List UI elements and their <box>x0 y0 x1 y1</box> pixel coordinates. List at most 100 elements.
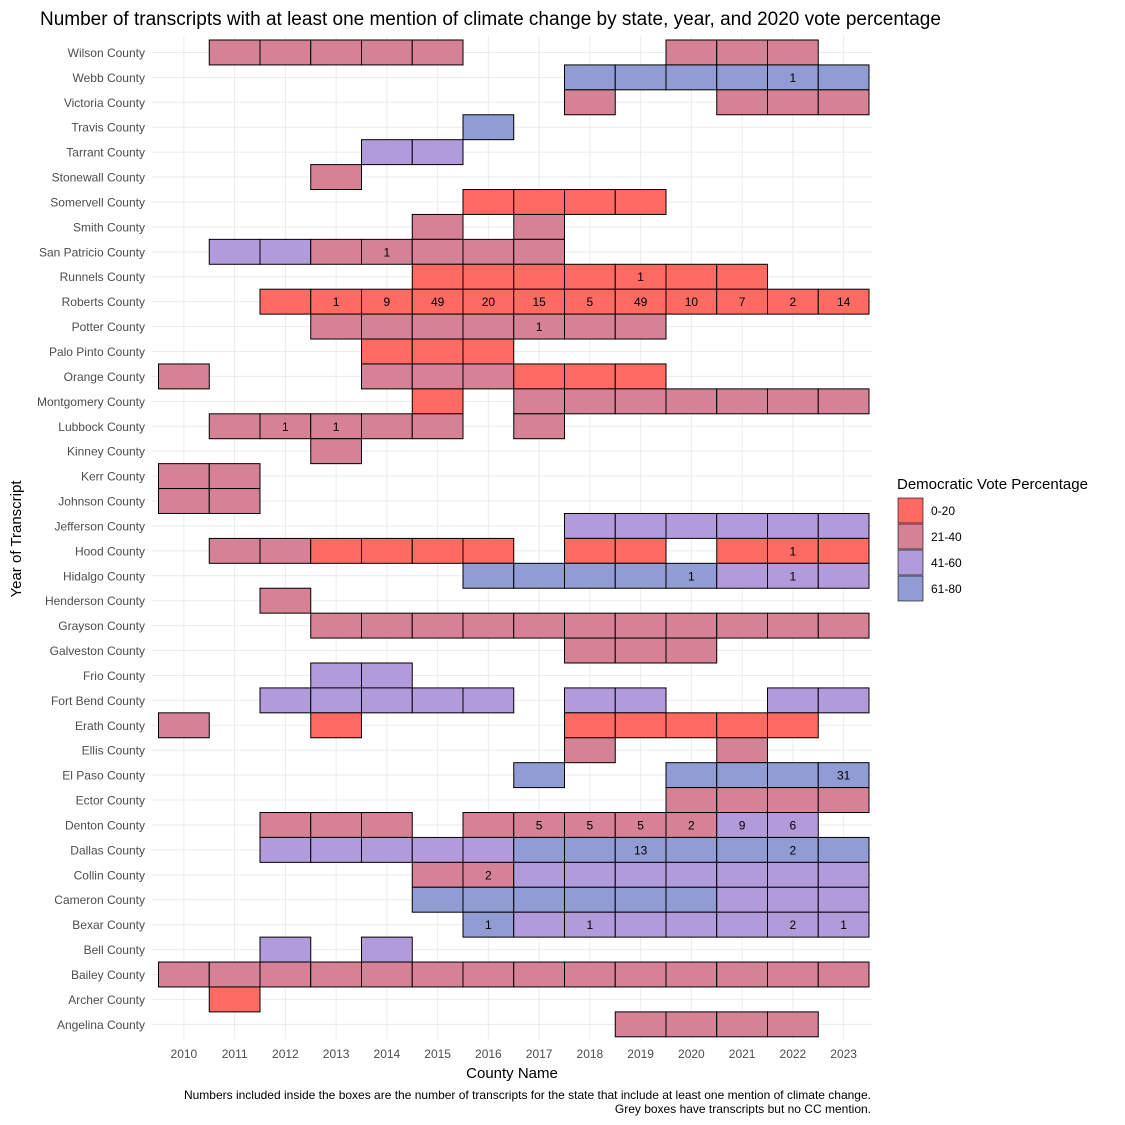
heatmap-cell <box>716 836 768 863</box>
heatmap-cell <box>564 637 616 664</box>
heatmap-cell <box>665 911 718 938</box>
heatmap-cell <box>665 263 718 290</box>
x-tick-label: 2012 <box>272 1047 299 1061</box>
heatmap-cell <box>462 537 515 564</box>
heatmap-cell <box>767 562 819 589</box>
heatmap-cells <box>158 39 870 1038</box>
heatmap-cell <box>361 936 413 963</box>
heatmap-cell <box>716 886 768 913</box>
heatmap-cell <box>716 712 768 739</box>
y-tick-label: Palo Pinto County <box>49 345 145 359</box>
y-tick-label: Wilson County <box>68 46 145 60</box>
x-tick-label: 2021 <box>729 1047 756 1061</box>
heatmap-cell <box>310 39 362 66</box>
heatmap-cell <box>259 836 312 863</box>
heatmap-cell <box>310 164 362 191</box>
heatmap-cell <box>817 612 870 639</box>
y-tick-label: Erath County <box>75 719 145 733</box>
heatmap-cell <box>767 537 819 564</box>
heatmap-cell <box>716 263 768 290</box>
heatmap-cell <box>817 961 870 988</box>
heatmap-cell <box>614 637 667 664</box>
heatmap-cell <box>614 313 667 340</box>
cell-value-label: 1 <box>840 918 847 932</box>
heatmap-cell <box>310 313 362 340</box>
cell-value-label: 6 <box>790 818 797 832</box>
cell-value-label: 1 <box>333 420 340 434</box>
heatmap-cell <box>411 413 464 440</box>
heatmap-cell <box>361 139 413 166</box>
heatmap-cell <box>361 413 413 440</box>
heatmap-cell <box>716 89 768 116</box>
heatmap-cell <box>614 911 667 938</box>
heatmap-cell <box>817 89 870 116</box>
cell-value-label: 1 <box>333 295 340 309</box>
heatmap-cell <box>462 238 515 265</box>
caption-line-1: Numbers included inside the boxes are th… <box>184 1088 871 1102</box>
y-tick-label: Dallas County <box>70 843 145 857</box>
heatmap-cell <box>513 238 565 265</box>
y-tick-label: Runnels County <box>60 270 145 284</box>
x-tick-label: 2011 <box>222 1047 248 1061</box>
y-tick-label: Ector County <box>76 794 145 808</box>
heatmap-cell <box>259 537 312 564</box>
cell-value-label: 1 <box>282 420 289 434</box>
legend-title: Democratic Vote Percentage <box>897 476 1088 493</box>
heatmap-cell <box>513 612 565 639</box>
heatmap-cell <box>716 64 768 91</box>
heatmap-cell <box>158 712 210 739</box>
heatmap-cell <box>614 512 667 539</box>
heatmap-cell <box>208 413 261 440</box>
heatmap-cell <box>817 787 870 814</box>
heatmap-cell <box>767 388 819 415</box>
heatmap-cell <box>208 39 261 66</box>
heatmap-cell <box>767 911 819 938</box>
heatmap-cell <box>665 39 718 66</box>
cell-value-label: 2 <box>485 868 492 882</box>
y-tick-label: Victoria County <box>64 96 145 110</box>
y-tick-label: Galveston County <box>50 644 145 658</box>
y-tick-label: Orange County <box>64 370 145 384</box>
heatmap-cell <box>361 812 413 838</box>
x-tick-label: 2022 <box>780 1047 807 1061</box>
heatmap-cell <box>513 388 565 415</box>
heatmap-cell <box>158 961 210 988</box>
heatmap-cell <box>361 612 413 639</box>
x-tick-label: 2015 <box>424 1047 451 1061</box>
heatmap-cell <box>817 762 870 789</box>
heatmap-cell <box>513 562 565 589</box>
y-tick-label: Jefferson County <box>55 519 146 533</box>
legend-swatch <box>897 523 924 550</box>
heatmap-cell <box>361 313 413 340</box>
heatmap-cell <box>767 762 819 789</box>
heatmap-cell <box>716 537 768 564</box>
heatmap-cell <box>411 961 464 988</box>
heatmap-cell <box>310 712 362 739</box>
heatmap-cell <box>665 64 718 91</box>
heatmap-cell <box>665 637 718 664</box>
heatmap-cell <box>411 836 464 863</box>
heatmap-cell <box>462 886 515 913</box>
heatmap-cell <box>665 787 718 814</box>
heatmap-cell <box>716 861 768 888</box>
heatmap-cell <box>462 313 515 340</box>
heatmap-cell <box>767 861 819 888</box>
heatmap-cell <box>310 812 362 838</box>
y-tick-labels: Wilson County Webb County Victoria County T… <box>37 46 145 1032</box>
heatmap-cell <box>817 562 870 589</box>
heatmap-cell <box>411 363 464 390</box>
heatmap-cell <box>310 662 362 689</box>
y-tick-label: Kinney County <box>67 445 145 459</box>
heatmap-cell <box>411 39 464 66</box>
caption-line-2: Grey boxes have transcripts but no CC me… <box>615 1102 871 1116</box>
heatmap-cell <box>665 288 718 315</box>
heatmap-cell <box>817 886 870 913</box>
heatmap-cell <box>361 238 413 265</box>
heatmap-cell <box>462 812 515 838</box>
heatmap-cell <box>564 64 616 91</box>
heatmap-cell <box>614 64 667 91</box>
heatmap-cell <box>716 1011 768 1038</box>
cell-value-label: 2 <box>790 295 797 309</box>
heatmap-cell <box>564 861 616 888</box>
heatmap-cell <box>614 288 667 315</box>
